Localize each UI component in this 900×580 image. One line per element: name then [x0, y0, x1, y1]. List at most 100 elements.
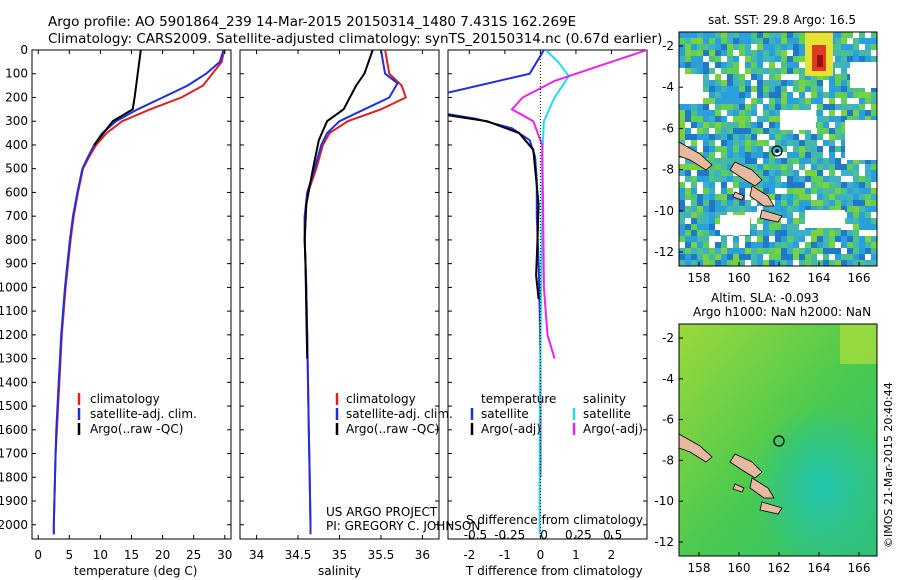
sst-cell — [751, 62, 757, 68]
sla-map-title-1: Altim. SLA: -0.093 — [711, 291, 819, 305]
sst-cell — [691, 32, 697, 38]
sst-cell — [697, 164, 703, 170]
sst-cell — [763, 68, 769, 74]
sst-cell — [697, 140, 703, 146]
sst-cell — [703, 38, 709, 44]
depth-tick-label: 0 — [20, 43, 28, 57]
sst-cell — [859, 212, 865, 218]
sst-cell — [805, 182, 811, 188]
sst-cell — [787, 50, 793, 56]
sst-cell — [703, 116, 709, 122]
sst-cell — [781, 236, 787, 242]
sst-cell — [739, 248, 745, 254]
sst-cell — [757, 32, 763, 38]
sst-cell — [853, 86, 859, 92]
sst-cell — [859, 104, 865, 110]
sst-cell — [781, 86, 787, 92]
sst-cell — [811, 80, 817, 86]
depth-tick-label: 1000 — [0, 280, 28, 294]
sst-cell — [781, 224, 787, 230]
sst-cell — [739, 38, 745, 44]
sst-cell — [835, 80, 841, 86]
sst-cell — [835, 230, 841, 236]
sst-cell — [865, 242, 871, 248]
sst-cell — [697, 224, 703, 230]
sst-cell — [697, 134, 703, 140]
sst-cell — [811, 74, 817, 80]
sst-cell — [859, 200, 865, 206]
sst-cell — [691, 182, 697, 188]
sst-cell — [847, 224, 853, 230]
sst-cell — [835, 110, 841, 116]
sst-cell — [763, 242, 769, 248]
sst-cell — [853, 92, 859, 98]
t-difference-axis-label: T difference from climatology — [465, 564, 643, 578]
sst-cell — [727, 80, 733, 86]
sst-cell — [769, 62, 775, 68]
sst-cell — [715, 182, 721, 188]
sst-cell — [709, 212, 715, 218]
sst-cell — [685, 122, 691, 128]
sst-cell — [769, 188, 775, 194]
sst-cell — [727, 62, 733, 68]
sst-cell — [703, 86, 709, 92]
sst-cell — [757, 170, 763, 176]
sst-cell — [691, 44, 697, 50]
sst-cell — [859, 110, 865, 116]
sst-cell — [787, 92, 793, 98]
sst-cell — [733, 86, 739, 92]
depth-tick-label: 1500 — [0, 399, 28, 413]
sst-cell — [859, 254, 865, 260]
sst-cell — [775, 62, 781, 68]
sst-cell — [859, 248, 865, 254]
sst-cell — [799, 80, 805, 86]
sst-cell — [709, 50, 715, 56]
sst-cell — [817, 176, 823, 182]
sst-cell — [835, 98, 841, 104]
difference-plot — [448, 50, 647, 535]
sla-map — [678, 323, 878, 557]
sst-cell — [775, 164, 781, 170]
sst-cell — [781, 44, 787, 50]
sst-cell — [679, 254, 685, 260]
sst-cell — [739, 110, 745, 116]
sst-cell — [853, 254, 859, 260]
sst-cell — [733, 242, 739, 248]
sst-cell — [715, 32, 721, 38]
sst-cell — [763, 74, 769, 80]
sst-cell — [709, 74, 715, 80]
island-new-georgia — [732, 483, 745, 493]
sst-cell — [775, 110, 781, 116]
sst-cell — [685, 68, 691, 74]
sst-cell — [829, 164, 835, 170]
sst-cell — [853, 56, 859, 62]
sst-cell — [739, 236, 745, 242]
sst-cell — [811, 140, 817, 146]
map-lon-tick-label: 160 — [728, 561, 751, 575]
sst-cell — [745, 68, 751, 74]
sst-cell — [859, 92, 865, 98]
sst-cell — [733, 92, 739, 98]
sst-cell — [691, 104, 697, 110]
sst-cell — [751, 236, 757, 242]
sst-cell — [805, 176, 811, 182]
sst-cell — [799, 206, 805, 212]
sst-cell — [865, 38, 871, 44]
sst-cell — [871, 164, 877, 170]
sst-cell — [853, 212, 859, 218]
depth-tick-label: 2000 — [0, 518, 28, 532]
sst-cell — [721, 110, 727, 116]
sst-cell — [757, 56, 763, 62]
sst-cell — [751, 38, 757, 44]
sst-cell — [697, 200, 703, 206]
sst-cell — [745, 122, 751, 128]
sst-cell — [733, 38, 739, 44]
sst-cell — [733, 98, 739, 104]
sst-cell — [697, 242, 703, 248]
map-lon-tick-label: 164 — [808, 561, 831, 575]
sst-cell — [871, 86, 877, 92]
map-lon-tick-label: 162 — [768, 561, 791, 575]
sst-cell — [835, 116, 841, 122]
sst-cell — [841, 86, 847, 92]
map-lat-tick-label: -2 — [662, 331, 674, 345]
